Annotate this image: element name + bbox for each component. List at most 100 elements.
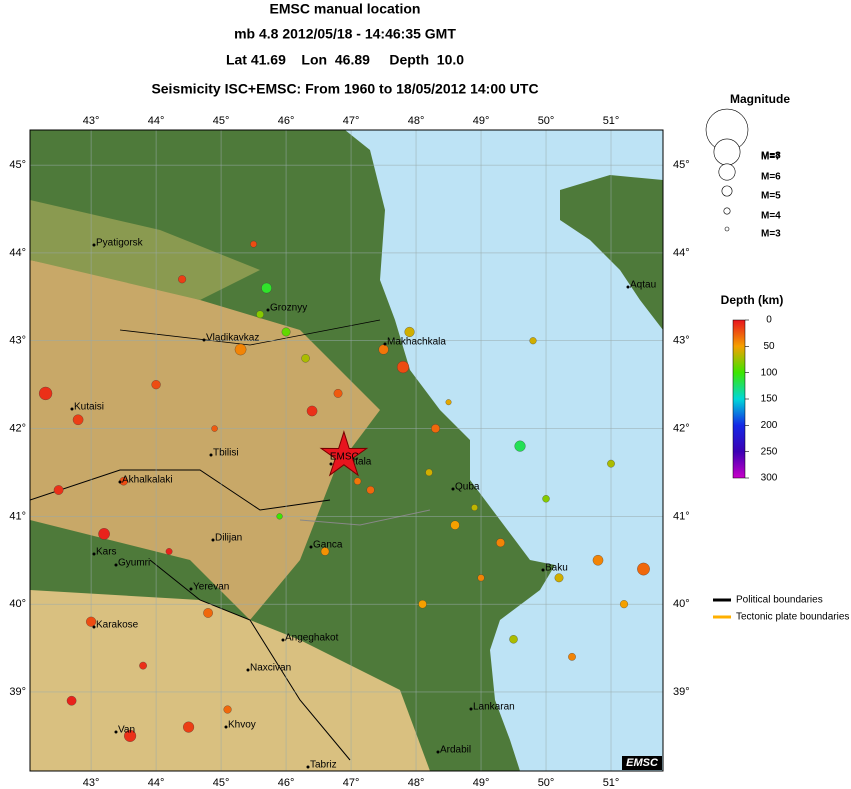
- caspian-sea: [345, 130, 663, 771]
- x-tick-label: 45°: [213, 777, 230, 789]
- event: [72, 414, 84, 426]
- city-label: Baku: [545, 563, 568, 574]
- event: [234, 343, 247, 356]
- y-tick-label: 45°: [9, 159, 26, 171]
- magnitude-label: M=4: [761, 211, 781, 222]
- city-dot: [281, 638, 285, 642]
- x-tick-label-top: 46°: [278, 115, 295, 127]
- event: [450, 520, 460, 530]
- event: [445, 399, 452, 406]
- city-label: Gyumri: [118, 558, 150, 569]
- x-tick-label-top: 48°: [408, 115, 425, 127]
- x-tick-label-top: 51°: [603, 115, 620, 127]
- event: [281, 327, 291, 337]
- city-dot: [92, 243, 96, 247]
- events: [38, 240, 650, 742]
- magnitude-label: M=3: [761, 229, 781, 240]
- city-dot: [92, 625, 96, 629]
- epicenter-star: [319, 430, 369, 477]
- event: [378, 344, 389, 355]
- event: [431, 424, 440, 433]
- cities: Pyatigorsk Groznyy Vladikavkaz Makhachkala K…: [70, 238, 656, 771]
- event: [619, 600, 629, 609]
- city-dot: [211, 538, 215, 542]
- city-label: Lankaran: [473, 702, 515, 713]
- event: [607, 459, 615, 468]
- city-label: Naxcivan: [250, 663, 291, 674]
- city-dot: [266, 308, 270, 312]
- x-tick-label-top: 49°: [473, 115, 490, 127]
- city-label: Kutaisi: [74, 402, 104, 413]
- event: [404, 326, 415, 337]
- x-tick-label: 44°: [148, 777, 165, 789]
- event: [223, 705, 232, 714]
- city-label: Akhalkalaki: [122, 475, 173, 486]
- location-line: Lat 41.69 Lon 46.89 Depth 10.0: [226, 52, 464, 68]
- city-dot: [114, 563, 118, 567]
- depth-tick-label: 200: [761, 420, 778, 431]
- city-label: Ganca: [313, 540, 343, 551]
- title: EMSC manual location: [270, 1, 421, 17]
- event: [306, 405, 318, 417]
- east-shore: [560, 175, 663, 330]
- depth-tick-label: 100: [761, 367, 778, 378]
- event: [301, 354, 310, 363]
- magnitude-legend: M=8M=7 M=6 M=5 M=4 M=3: [705, 108, 781, 240]
- city-label: Ardabil: [440, 745, 471, 756]
- city-label: Yerevan: [193, 582, 229, 593]
- event: [509, 635, 518, 644]
- magnitude-symbol: [724, 226, 730, 232]
- event: [256, 310, 264, 319]
- x-tick-label: 43°: [83, 777, 100, 789]
- event: [183, 721, 195, 733]
- city-label: Tbilisi: [213, 448, 239, 459]
- x-tick-label-top: 50°: [538, 115, 555, 127]
- city-dot: [436, 750, 440, 754]
- magnitude-label: M=8: [761, 151, 781, 162]
- depth-legend-title: Depth (km): [721, 293, 784, 307]
- event: [203, 608, 213, 618]
- badge-bg: [622, 756, 662, 770]
- city-dot: [383, 342, 387, 346]
- event: [151, 380, 161, 390]
- political-boundary: [149, 559, 351, 761]
- event: [165, 548, 173, 555]
- event: [98, 528, 110, 540]
- depth-tick-label: 150: [761, 394, 778, 405]
- event: [333, 389, 343, 398]
- city-dot: [118, 480, 122, 484]
- city-dot: [541, 568, 545, 572]
- city-dot: [306, 765, 310, 769]
- foothills: [30, 200, 260, 300]
- city-label: Dilijan: [215, 533, 242, 544]
- city-dot: [451, 487, 455, 491]
- city-dot: [626, 285, 630, 289]
- seismicity-line: Seismicity ISC+EMSC: From 1960 to 18/05/…: [151, 81, 538, 97]
- x-tick-label: 46°: [278, 777, 295, 789]
- city-dot: [246, 668, 250, 672]
- depth-tick-label: 250: [761, 446, 778, 457]
- city-label: Makhachkala: [387, 337, 446, 348]
- mountains: [30, 260, 380, 620]
- magnitude-symbol: [723, 207, 731, 215]
- y-tick-label: 41°: [9, 510, 26, 522]
- x-tick-label-top: 44°: [148, 115, 165, 127]
- y-tick-label: 39°: [9, 686, 26, 698]
- map-area: Pyatigorsk Groznyy Vladikavkaz Makhachkala K…: [30, 130, 663, 771]
- magnitude-symbol: [721, 185, 733, 197]
- city-label: Quba: [455, 482, 480, 493]
- event: [250, 240, 257, 248]
- event: [320, 547, 330, 556]
- depth-tick-label: 300: [761, 473, 778, 484]
- map-frame: [29, 129, 664, 772]
- depth-tick-label: 0: [766, 315, 772, 326]
- x-tick-label-top: 45°: [213, 115, 230, 127]
- city-label: Khvoy: [228, 720, 256, 731]
- event: [418, 599, 427, 609]
- city-dot: [114, 730, 118, 734]
- y-tick-label-right: 41°: [673, 510, 690, 522]
- y-tick-label: 43°: [9, 335, 26, 347]
- river: [299, 509, 431, 526]
